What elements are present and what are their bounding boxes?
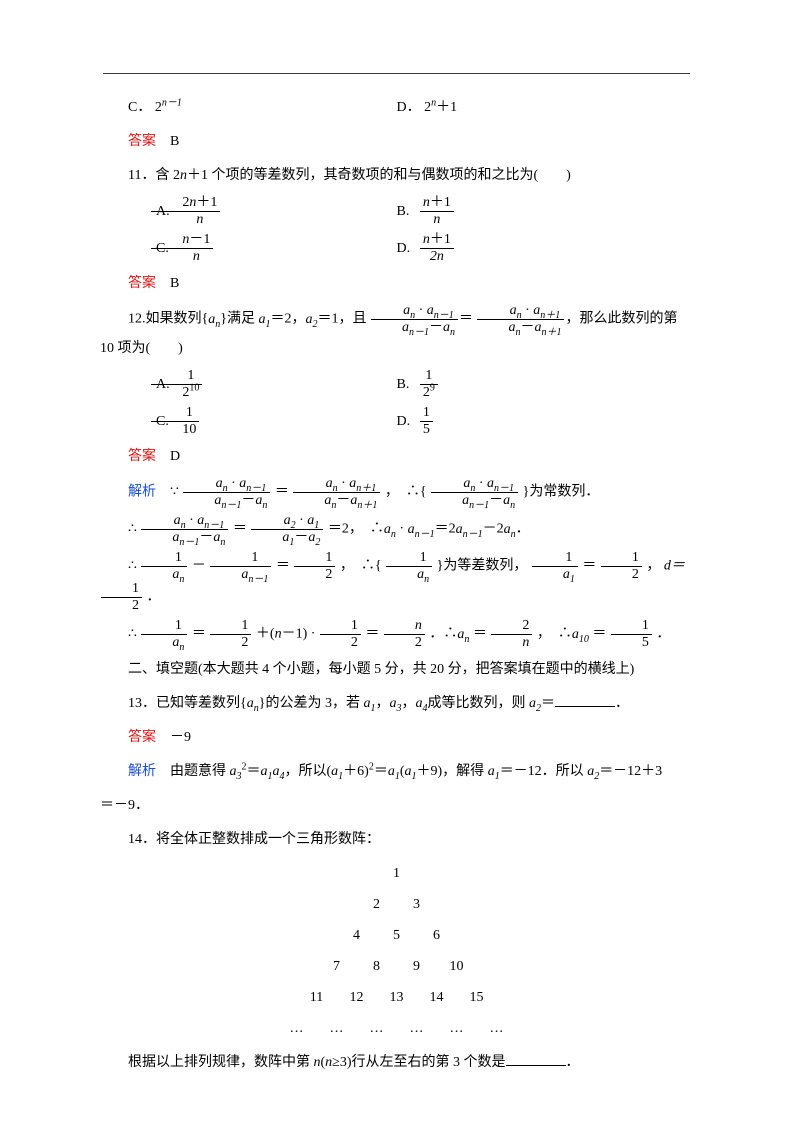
- answer-value: －9: [170, 730, 191, 745]
- triangle-cell: 3: [397, 891, 437, 919]
- triangle-cell: …: [397, 1015, 437, 1043]
- option-expr: 2n＋1: [424, 100, 457, 115]
- q12-explain-1: 解析∵ an · an－1an－1－an ＝ an · an＋1an－an＋1 …: [100, 477, 693, 508]
- q12-options-ab: A.1210 B.129: [100, 369, 693, 400]
- q12-stem: 12.如果数列{an}满足 a1＝2，a2＝1，且 an · an－1 an－1…: [100, 304, 693, 363]
- triangle-cell: 15: [457, 984, 497, 1012]
- q11-option-d: D.n＋12n: [397, 233, 694, 264]
- q12-explain-3: ∴ 1an － 1an－1 ＝ 12 ， ∴{ 1an }为等差数列， 1a1 …: [100, 551, 693, 613]
- q10-option-c: C． 2n－1: [100, 94, 397, 122]
- triangle-cell: 14: [417, 984, 457, 1012]
- triangle-cell: 12: [337, 984, 377, 1012]
- triangle-cell: 4: [337, 922, 377, 950]
- answer-label: 答案: [128, 134, 156, 149]
- q11-option-a: A.2n＋1n: [100, 196, 397, 227]
- q14-stem: 14．将全体正整数排成一个三角形数阵：: [100, 826, 693, 854]
- triangle-cell: 8: [357, 953, 397, 981]
- q12-explain-2: ∴ an · an－1an－1－an ＝ a2 · a1a1－a2 ＝2， ∴a…: [100, 514, 693, 545]
- q11-stem: 11．含 2n＋1 个项的等差数列，其奇数项的和与偶数项的和之比为( ): [100, 162, 693, 190]
- top-rule: [103, 73, 690, 74]
- triangle-cell: …: [357, 1015, 397, 1043]
- option-expr: 2n－1: [155, 100, 182, 115]
- triangle-row: ………………: [100, 1015, 693, 1043]
- q13-explain: 解析由题意得 a32＝a1a4，所以(a1＋6)2＝a1(a1＋9)，解得 a1…: [100, 758, 693, 786]
- section2-heading: 二、填空题(本大题共 4 个小题，每小题 5 分，共 20 分，把答案填在题中的…: [100, 656, 693, 684]
- q-number: 14．: [128, 832, 156, 847]
- triangle-row: 1: [100, 860, 693, 888]
- triangle-row: 78910: [100, 953, 693, 981]
- page-root: C． 2n－1 D． 2n＋1 答案 B 11．含 2n＋1 个项的等差数列，其奇…: [0, 0, 793, 1143]
- q12-option-a: A.1210: [100, 369, 397, 400]
- q-number: 11．: [128, 168, 155, 183]
- triangle-cell: …: [477, 1015, 517, 1043]
- q11-options-ab: A.2n＋1n B.n＋1n: [100, 196, 693, 227]
- triangle-cell: 7: [317, 953, 357, 981]
- triangle-array: 123456789101112131415………………: [100, 860, 693, 1043]
- content-area: C． 2n－1 D． 2n＋1 答案 B 11．含 2n＋1 个项的等差数列，其奇…: [100, 70, 693, 1077]
- q12-answer: 答案 D: [100, 443, 693, 471]
- blank-field: [506, 1052, 566, 1066]
- q10-answer: 答案 B: [100, 128, 693, 156]
- q12-explain-4: ∴ 1an ＝ 12 ＋(n－1) · 12 ＝ n2 ．∴an ＝ 2n ， …: [100, 619, 693, 650]
- blank-field: [555, 693, 615, 707]
- triangle-cell: …: [437, 1015, 477, 1043]
- q13-answer: 答案 －9: [100, 724, 693, 752]
- triangle-cell: 9: [397, 953, 437, 981]
- q14-tail: 根据以上排列规律，数阵中第 n(n≥3)行从左至右的第 3 个数是．: [100, 1049, 693, 1077]
- q-number: 12.: [128, 312, 146, 327]
- triangle-cell: …: [277, 1015, 317, 1043]
- triangle-row: 23: [100, 891, 693, 919]
- triangle-cell: …: [317, 1015, 357, 1043]
- triangle-row: 456: [100, 922, 693, 950]
- triangle-cell: 2: [357, 891, 397, 919]
- q12-options-cd: C.110 D.15: [100, 406, 693, 437]
- option-label: C．: [128, 100, 151, 115]
- q11-option-c: C.n－1n: [100, 233, 397, 264]
- q13-stem: 13．已知等差数列{an}的公差为 3，若 a1，a3，a4成等比数列，则 a2…: [100, 690, 693, 718]
- q-number: 13．: [128, 696, 156, 711]
- q12-option-d: D.15: [397, 406, 694, 437]
- q10-option-d: D． 2n＋1: [397, 94, 694, 122]
- triangle-cell: 10: [437, 953, 477, 981]
- explain-label: 解析: [128, 764, 156, 779]
- triangle-cell: 13: [377, 984, 417, 1012]
- answer-value: D: [170, 449, 180, 464]
- triangle-cell: 1: [377, 860, 417, 888]
- answer-label: 答案: [128, 449, 156, 464]
- explain-label: 解析: [128, 485, 156, 500]
- q13-explain-tail: ＝－9．: [100, 792, 693, 820]
- triangle-row: 1112131415: [100, 984, 693, 1012]
- answer-value: B: [170, 276, 179, 291]
- q10-options-cd: C． 2n－1 D． 2n＋1: [100, 94, 693, 122]
- answer-value: B: [170, 134, 179, 149]
- triangle-cell: 11: [297, 984, 337, 1012]
- q12-option-b: B.129: [397, 369, 694, 400]
- q11-options-cd: C.n－1n D.n＋12n: [100, 233, 693, 264]
- answer-label: 答案: [128, 730, 156, 745]
- triangle-cell: 5: [377, 922, 417, 950]
- q11-option-b: B.n＋1n: [397, 196, 694, 227]
- frac-right: an · an＋1 an－an＋1: [477, 304, 564, 335]
- q12-option-c: C.110: [100, 406, 397, 437]
- option-label: D．: [397, 100, 421, 115]
- frac-left: an · an－1 an－1－an: [371, 304, 458, 335]
- q11-answer: 答案 B: [100, 270, 693, 298]
- answer-label: 答案: [128, 276, 156, 291]
- triangle-cell: 6: [417, 922, 457, 950]
